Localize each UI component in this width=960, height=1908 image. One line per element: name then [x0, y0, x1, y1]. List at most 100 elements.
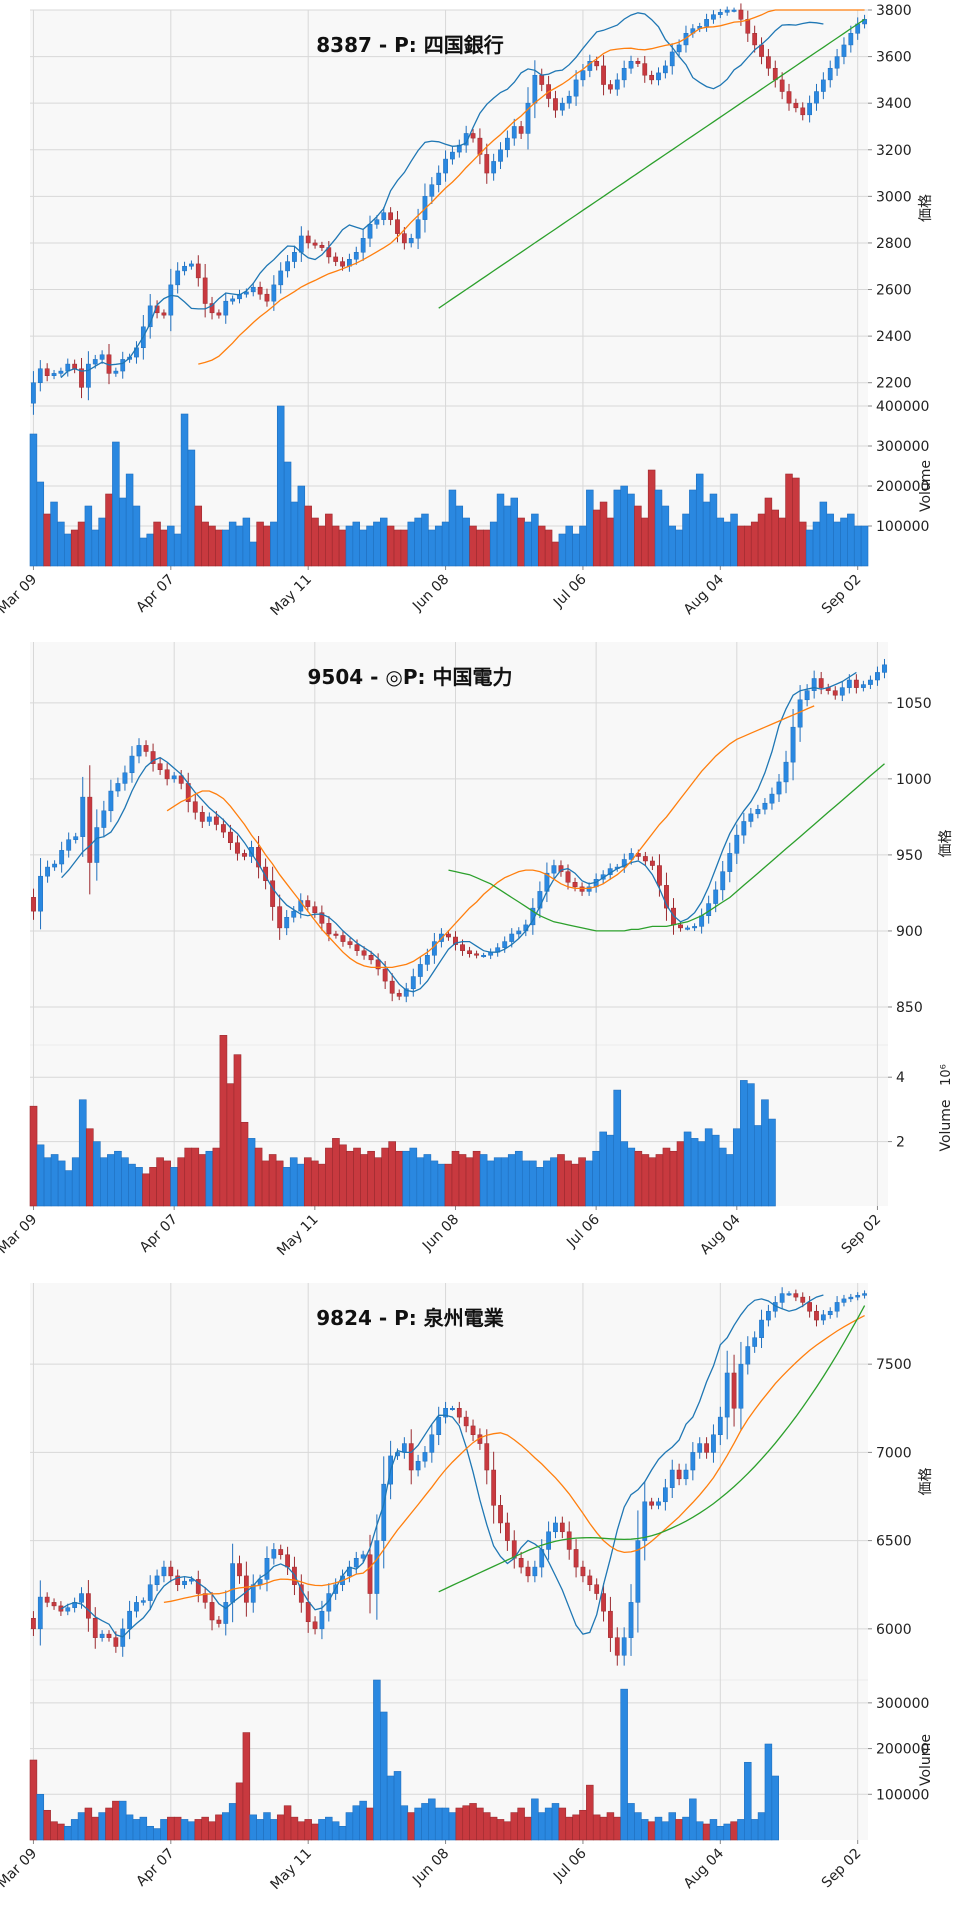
moving-average-line — [60, 1294, 824, 1638]
volume-bar — [125, 1814, 134, 1841]
candle-body — [539, 74, 545, 85]
candle-body — [216, 1619, 222, 1624]
price-tick-label: 1000 — [896, 772, 932, 788]
volume-bar — [662, 1147, 671, 1207]
volume-bar — [275, 1160, 284, 1207]
volume-bar — [249, 541, 257, 567]
volume-bar — [613, 489, 622, 567]
candle-body — [804, 690, 810, 701]
candle-body — [841, 44, 847, 57]
volume-bar — [57, 1160, 66, 1207]
candle-body — [642, 63, 648, 76]
volume-bar — [254, 1147, 263, 1207]
candle-body — [150, 751, 156, 764]
volume-bar — [476, 529, 484, 567]
candle-body — [793, 1293, 799, 1298]
volume-bar — [393, 529, 402, 567]
candle-body — [692, 926, 698, 929]
candle-body — [566, 95, 572, 104]
volume-bar — [544, 529, 553, 567]
candle-body — [820, 79, 826, 92]
candle-body — [401, 233, 407, 244]
volume-bar — [507, 1154, 516, 1207]
volume-bar — [180, 413, 189, 567]
volume-tick-label: 100000 — [876, 1787, 929, 1803]
date-tick-label: Jun 08 — [419, 1212, 462, 1255]
date-tick-label: Aug 04 — [697, 1211, 743, 1257]
moving-average-line — [438, 18, 865, 309]
candle-body — [731, 9, 737, 12]
candle-body — [263, 866, 269, 882]
candle-body — [59, 850, 65, 865]
candle-body — [621, 1637, 627, 1656]
volume-bar — [613, 1816, 622, 1841]
volume-bar — [448, 489, 457, 567]
candle-body — [558, 865, 564, 872]
volume-bar — [682, 513, 690, 567]
volume-bar — [311, 1160, 319, 1207]
volume-bar — [833, 521, 841, 567]
volume-bar — [455, 505, 464, 567]
volume-bar — [233, 1054, 242, 1207]
volume-bar — [78, 1099, 87, 1207]
candle-body — [270, 880, 276, 907]
volume-bar — [256, 1819, 264, 1841]
volume-bar — [737, 1819, 745, 1841]
volume-bar — [187, 449, 196, 567]
volume-bar — [43, 1157, 52, 1207]
volume-bar — [276, 1814, 285, 1841]
candle-body — [108, 790, 114, 812]
volume-bar — [395, 1150, 404, 1207]
candle-body — [800, 107, 806, 116]
candle-body — [734, 834, 740, 854]
volume-exponent-label: 10⁶ — [939, 1064, 954, 1086]
volume-bar — [118, 497, 127, 567]
candle-body — [717, 1416, 723, 1435]
volume-bar — [531, 513, 539, 567]
candle-body — [532, 1566, 538, 1577]
candle-body — [745, 19, 751, 34]
candle-body — [388, 212, 393, 220]
volume-bar — [304, 505, 312, 567]
volume-bar — [785, 473, 793, 567]
candle-body — [470, 133, 476, 139]
volume-bar — [627, 1803, 635, 1841]
candle-body — [635, 60, 641, 64]
volume-bar — [434, 1807, 443, 1841]
volume-bar — [409, 1147, 418, 1207]
candle-body — [720, 871, 726, 891]
candle-body — [51, 1602, 57, 1607]
price-tick-label: 6000 — [876, 1622, 912, 1638]
candle-body — [94, 827, 100, 863]
volume-bar — [184, 1147, 193, 1207]
volume-bar — [270, 521, 278, 567]
candle-body — [417, 964, 423, 977]
volume-bar — [173, 1816, 182, 1841]
candle-body — [79, 1593, 84, 1603]
volume-bar — [160, 529, 168, 567]
candle-body — [649, 860, 655, 866]
volume-bar — [524, 521, 532, 567]
volume-bar — [799, 521, 807, 567]
candle-body — [31, 1617, 36, 1630]
volume-bar — [564, 1160, 572, 1207]
volume-bar — [483, 1812, 491, 1841]
candle-body — [216, 312, 222, 316]
candle-body — [867, 679, 873, 685]
price-tick-label: 3800 — [876, 3, 912, 19]
candle-body — [285, 1554, 290, 1568]
volume-bar — [771, 1775, 780, 1841]
volume-bar — [263, 1812, 271, 1841]
candle-body — [396, 993, 402, 997]
candle-body — [37, 368, 43, 383]
candle-body — [319, 912, 325, 924]
candle-body — [601, 1593, 606, 1612]
volume-bar — [578, 1157, 586, 1207]
volume-bar — [283, 1805, 292, 1841]
volume-bar — [381, 1147, 389, 1207]
candle-body — [235, 842, 240, 854]
volume-bar — [458, 1154, 467, 1207]
volume-bar — [70, 1819, 79, 1841]
candle-body — [243, 291, 249, 295]
volume-bar — [64, 1170, 73, 1207]
